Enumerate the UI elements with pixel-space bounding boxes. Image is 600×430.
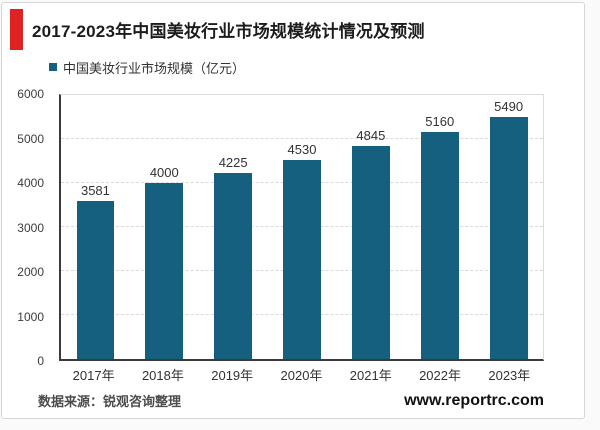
y-tick-label: 1000: [17, 309, 44, 324]
title-row: 2017-2023年中国美妆行业市场规模统计情况及预测: [2, 9, 584, 53]
y-tick-label: 3000: [17, 220, 44, 235]
x-tick-label: 2023年: [488, 368, 531, 383]
bar-value-label: 3581: [80, 183, 110, 199]
bar: [145, 183, 184, 359]
data-source-text: 数据来源：锐观咨询整理: [38, 394, 182, 409]
y-tick-label: 4000: [17, 176, 44, 190]
bar: [351, 145, 390, 359]
bar-group: 3581: [61, 95, 130, 359]
y-tick-label: 6000: [17, 87, 44, 101]
bar-value-label: 5160: [425, 113, 455, 129]
bar-group: 4000: [130, 95, 199, 359]
bar: [214, 173, 253, 359]
bar-value-label: 4530: [287, 141, 317, 157]
title-accent-bar: [10, 9, 23, 50]
y-axis-labels: 0 1000 2000 3000 4000 5000 6000: [2, 87, 52, 368]
bar-group: 4225: [199, 95, 268, 359]
bar-group: 5490: [474, 95, 543, 359]
bar-value-label: 4845: [356, 127, 386, 143]
gridline: [61, 138, 543, 139]
bar-value-label: 5490: [494, 99, 524, 115]
bars-container: 3581 4000 4225 4530 4845 5160 5490: [61, 95, 543, 359]
y-tick-label: 0: [37, 354, 44, 368]
bar: [420, 131, 459, 359]
y-tick-label: 2000: [17, 265, 44, 279]
footer: 数据来源：锐观咨询整理 www.reportrc.com: [2, 391, 584, 410]
x-tick-label: 2022年: [419, 368, 461, 383]
page-title: 2017-2023年中国美妆行业市场规模统计情况及预测: [32, 22, 425, 41]
legend-label: 中国美妆行业市场规模（亿元）: [63, 60, 246, 76]
x-tick-label: 2018年: [141, 368, 184, 383]
legend: 中国美妆行业市场规模（亿元）: [49, 58, 245, 76]
bar-value-label: 4000: [149, 165, 179, 180]
bar: [76, 201, 115, 359]
bar-group: 4530: [268, 95, 337, 359]
chart-card: 2017-2023年中国美妆行业市场规模统计情况及预测 中国美妆行业市场规模（亿…: [1, 2, 585, 419]
y-tick-label: 5000: [17, 131, 44, 146]
website-text: www.reportrc.com: [404, 391, 544, 409]
legend-swatch-icon: [49, 63, 57, 71]
bar-group: 4845: [336, 95, 405, 359]
bar-value-label: 4225: [218, 155, 248, 171]
x-tick-label: 2019年: [211, 368, 254, 383]
x-axis-labels: 2017年 2018年 2019年 2020年 2021年 2022年 2023年: [59, 365, 544, 384]
x-tick-label: 2017年: [72, 368, 115, 383]
bar-chart: 0 1000 2000 3000 4000 5000 6000 3581 4000 4225 45…: [2, 3, 584, 418]
bar: [489, 117, 528, 359]
bar-group: 5160: [405, 95, 474, 359]
x-tick-label: 2021年: [349, 368, 392, 383]
plot-area: 3581 4000 4225 4530 4845 5160 5490: [59, 94, 544, 361]
x-tick-label: 2020年: [280, 368, 323, 383]
bar: [283, 159, 321, 359]
